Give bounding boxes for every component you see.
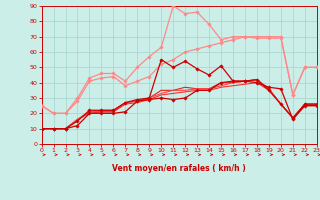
X-axis label: Vent moyen/en rafales ( km/h ): Vent moyen/en rafales ( km/h ) — [112, 164, 246, 173]
